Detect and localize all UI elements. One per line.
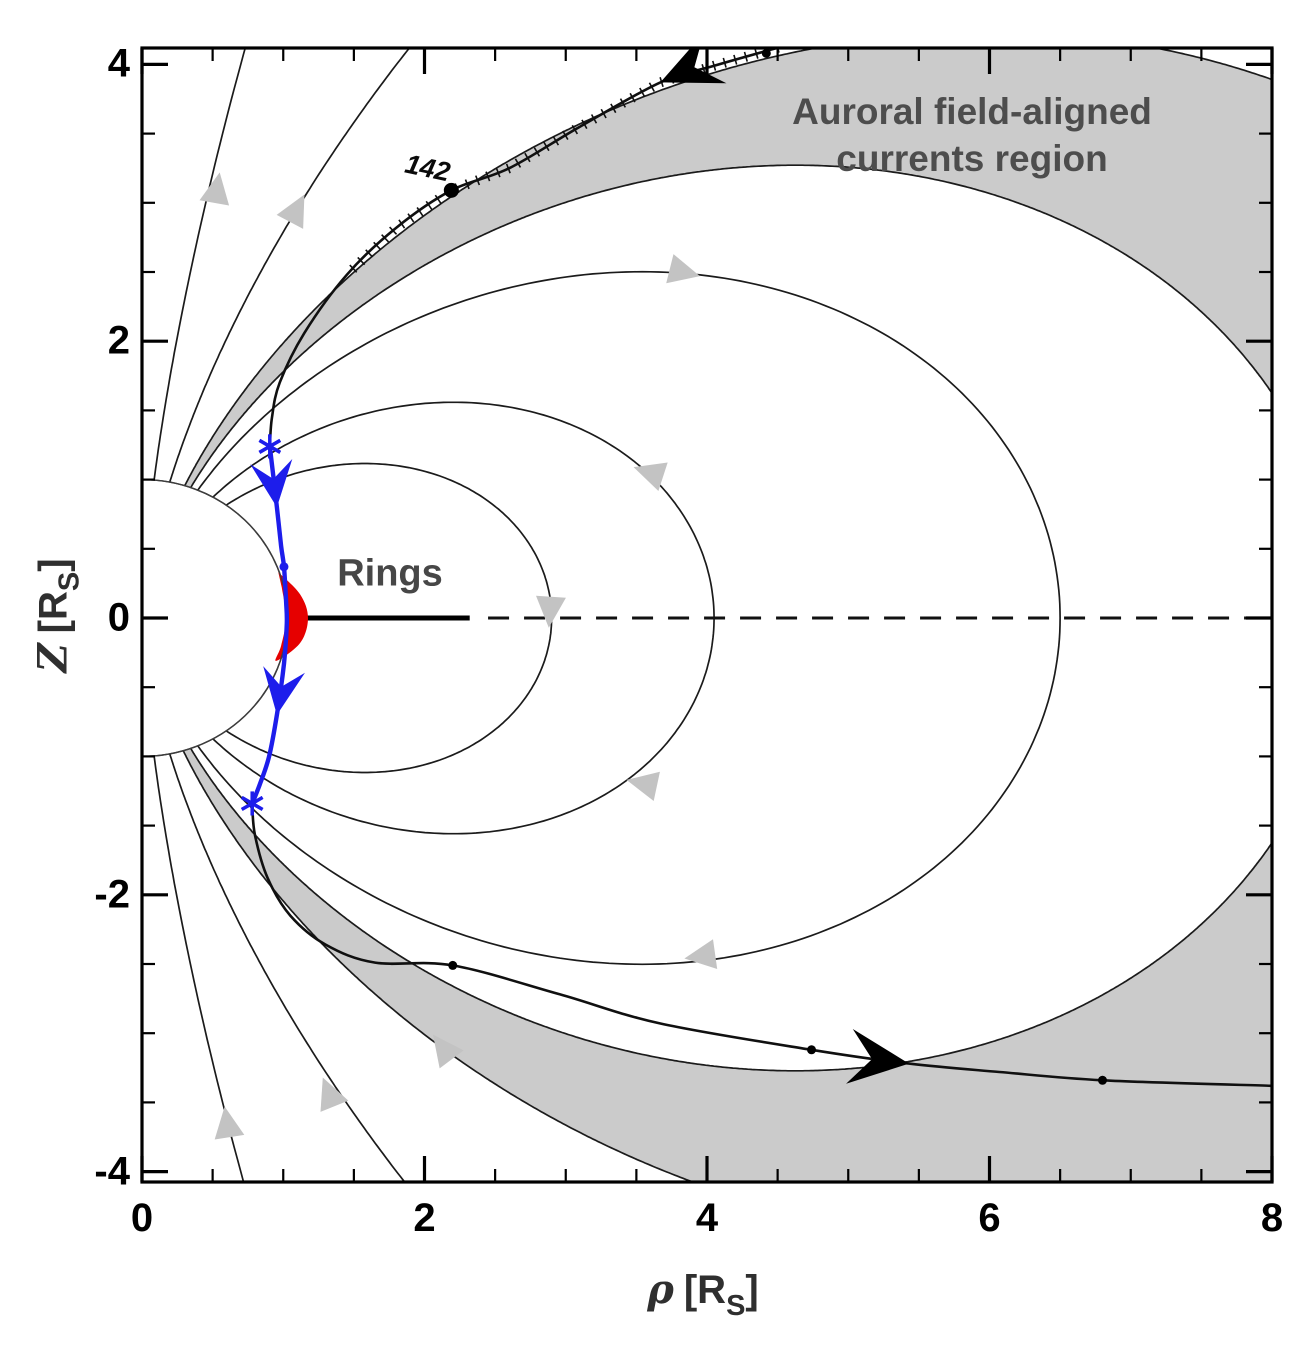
auroral-region-label-line1: Auroral field-aligned — [792, 91, 1152, 132]
trajectory-hatch-tick — [610, 103, 617, 114]
trajectory-hatch-tick — [590, 114, 598, 124]
y-tick-label: 4 — [107, 41, 130, 86]
trajectory-hatch-tick — [434, 194, 442, 204]
y-tick-label: -4 — [94, 1149, 130, 1194]
trajectory-hatch-tick — [552, 136, 560, 146]
trajectory-hatch-tick — [389, 226, 398, 235]
trajectory-time-dot — [448, 960, 458, 970]
field-direction-arrow-icon — [320, 1077, 349, 1112]
trajectory-hatch-tick — [425, 200, 433, 211]
ring-ionosphere-red-zone — [275, 572, 308, 661]
trajectory-hatch-tick — [365, 249, 374, 258]
trajectory-hatch-tick — [524, 152, 531, 163]
x-axis-title: ρ [RS] — [647, 1266, 759, 1322]
x-axis-bracket-close: ] — [745, 1268, 759, 1312]
x-tick-label: 2 — [413, 1196, 436, 1240]
y-axis-bracket-open: [R — [31, 591, 76, 634]
ring-crossing-star-marker — [240, 791, 264, 816]
trajectory-hatch-tick — [495, 167, 501, 178]
trajectory-hatch-tick — [701, 64, 706, 75]
trajectory-hatch-tick — [505, 163, 511, 174]
y-tick-label: -2 — [94, 872, 130, 917]
y-tick-label: 2 — [107, 318, 130, 363]
open-field-line-north — [153, 48, 247, 481]
orbit-142-dot — [443, 182, 459, 198]
trajectory-hatch-tick — [514, 158, 522, 168]
x-axis-symbol: ρ — [647, 1266, 674, 1313]
trajectory-time-dot — [807, 1045, 817, 1055]
field-direction-arrow-icon — [626, 771, 660, 802]
trajectory-hatch-tick — [648, 82, 655, 92]
open-field-line-south — [182, 749, 696, 1182]
trajectory-blue-dot — [279, 562, 289, 572]
trajectory-time-dot — [1098, 1075, 1107, 1085]
x-tick-label: 8 — [1260, 1196, 1284, 1240]
trajectory-hatch-tick — [562, 130, 569, 140]
open-field-line-north — [189, 164, 1272, 489]
trajectory-arrow-icon — [660, 48, 727, 84]
trajectory-hatch-tick — [600, 108, 607, 119]
field-direction-arrow-icon — [432, 1034, 464, 1069]
field-direction-arrow-icon — [199, 172, 230, 206]
trajectory-hatch-tick — [416, 207, 424, 217]
field-direction-arrow-icon — [535, 595, 566, 628]
trajectory-hatch-tick — [373, 241, 382, 251]
field-direction-arrow-icon — [633, 462, 668, 491]
y-tick-label: 0 — [107, 595, 130, 640]
trajectory-hatch-tick — [485, 171, 491, 182]
trajectory-hatch-tick — [581, 119, 588, 129]
x-tick-label: 4 — [695, 1196, 719, 1240]
open-field-line-north — [183, 48, 1272, 487]
x-tick-label: 6 — [978, 1196, 1001, 1240]
trajectory-hatch-tick — [407, 213, 415, 223]
trajectory-time-dot — [761, 48, 771, 58]
trajectory-hatch-tick — [543, 141, 550, 152]
trajectory-hatch-tick — [464, 179, 470, 190]
open-field-line-south — [153, 755, 245, 1182]
x-axis-bracket-open: [R — [683, 1268, 727, 1312]
trajectory-arrow-icon — [263, 666, 305, 715]
auroral-band-south — [183, 748, 1272, 1182]
trajectory-hatch-tick — [381, 234, 390, 243]
trajectory-hatch-tick — [533, 147, 541, 157]
trajectory-hatch-tick — [711, 60, 717, 71]
auroral-region-label-line2: currents region — [836, 138, 1108, 179]
trajectory-hatch-tick — [349, 264, 358, 273]
trajectory-arrow-icon — [846, 1028, 909, 1084]
field-direction-arrow-icon — [276, 194, 305, 229]
trajectory-hatch-tick — [639, 87, 646, 98]
trajectory-hatch-tick — [629, 92, 636, 103]
y-axis-title: Z [RS] — [29, 501, 86, 731]
closed-field-line — [196, 270, 1061, 966]
trajectory-hatch-tick — [743, 51, 749, 62]
trajectory-outbound — [250, 803, 1272, 1088]
auroral-band-north — [184, 48, 1272, 488]
x-axis-subscript: S — [726, 1290, 746, 1322]
trajectory-hatch-tick — [475, 175, 481, 186]
trajectory-hatch-tick — [754, 48, 759, 59]
ring-crossing-star-marker — [258, 434, 282, 459]
trajectory-hatch-tick — [398, 219, 406, 229]
field-direction-arrow-icon — [666, 254, 700, 284]
open-field-line-south — [189, 747, 1272, 1072]
trajectory-hatch-tick — [357, 256, 366, 266]
trajectory-hatch-tick — [733, 54, 738, 65]
field-direction-arrow-icon — [684, 939, 718, 970]
y-axis-bracket-close: ] — [31, 558, 76, 572]
trajectory-hatch-tick — [722, 57, 727, 68]
y-axis-subscript: S — [53, 571, 86, 592]
x-tick-label: 0 — [130, 1196, 154, 1240]
trajectory-hatch-tick — [619, 98, 627, 108]
open-field-line-north — [168, 48, 411, 483]
y-axis-symbol: Z — [29, 643, 77, 673]
field-direction-arrow-icon — [214, 1106, 245, 1140]
trajectory-arrow-icon — [250, 459, 293, 508]
auroral-region-label: Auroral field-aligned currents region — [792, 88, 1152, 182]
rings-label: Rings — [337, 552, 443, 595]
trajectory-hatch-tick — [571, 124, 579, 135]
